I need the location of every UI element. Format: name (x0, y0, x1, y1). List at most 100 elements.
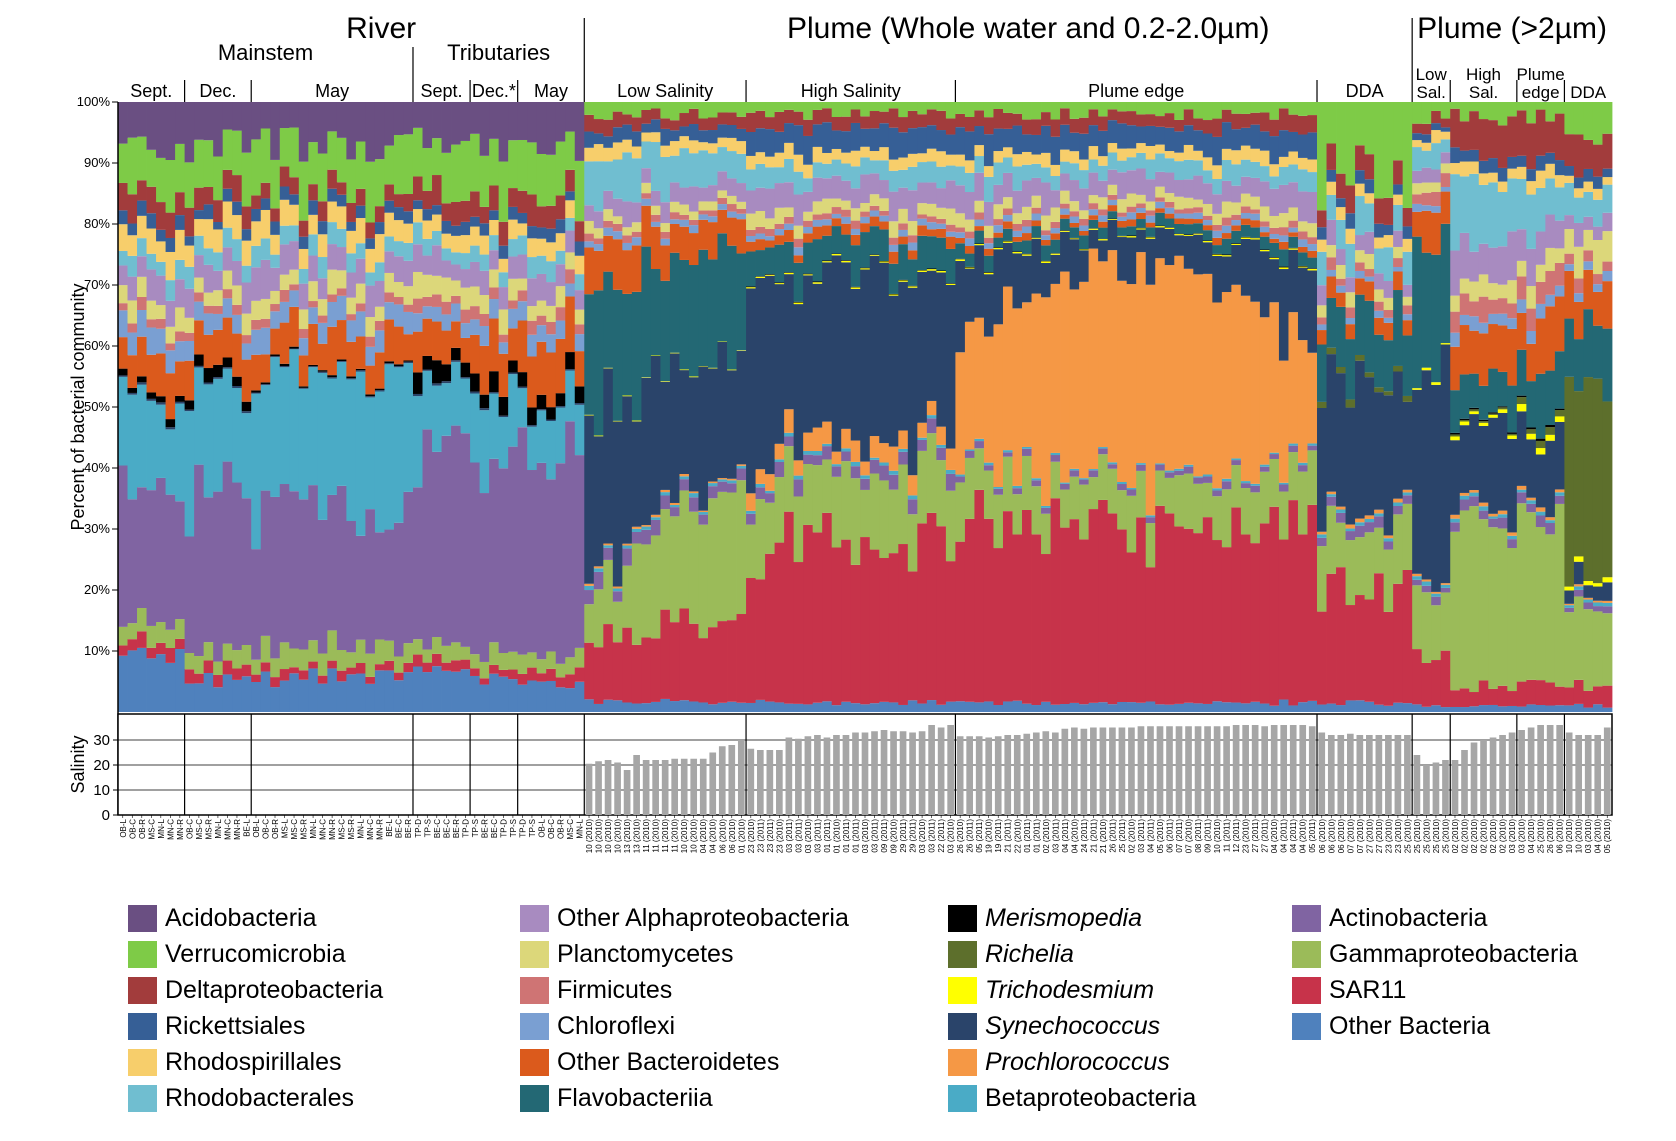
bar-seg-deltaproteobacteria (184, 207, 195, 237)
bar-seg-other-alphaproteobacteria (736, 183, 747, 202)
bar-seg-planctomycetes (774, 207, 785, 224)
bar-seg-other-bacteria (184, 683, 195, 712)
bar-seg-betaproteobacteria (1098, 447, 1109, 449)
bar-seg-gammaproteobacteria (1478, 519, 1489, 681)
bar-seg-verrucomicrobia (955, 102, 966, 114)
bar-seg-verrucomicrobia (1022, 102, 1032, 120)
bar-seg-other-alphaproteobacteria (717, 171, 728, 191)
bar-seg-other-bacteroidetes (964, 245, 975, 254)
bar-seg-synechococcus (1031, 238, 1042, 294)
sample-label: OB-C (185, 819, 194, 839)
bar-seg-chloroflexi (1450, 332, 1461, 347)
bar-seg-verrucomicrobia (527, 142, 538, 195)
bar-seg-other-bacteroidetes (945, 236, 956, 249)
bar-seg-other-bacteria (1231, 702, 1242, 712)
bar-seg-verrucomicrobia (137, 136, 147, 181)
bar-seg-deltaproteobacteria (774, 111, 785, 132)
bar-seg-prochlorococcus (983, 336, 994, 463)
bar-seg-chloroflexi (508, 308, 519, 329)
bar-seg-synechococcus (536, 409, 547, 411)
bar-seg-verrucomicrobia (755, 102, 766, 111)
bar-seg-flavobacteriia (1326, 297, 1337, 348)
bar-seg-sar11 (1431, 660, 1442, 706)
bar-seg-betaproteobacteria (1117, 481, 1128, 484)
bar-seg-planctomycetes (298, 309, 309, 330)
bar-seg-rhodospirillales (346, 230, 357, 254)
bar-seg-actinobacteria (793, 479, 804, 497)
bar-seg-other-bacteria (964, 701, 975, 712)
bar-seg-betaproteobacteria (1231, 458, 1242, 461)
bar-seg-rhodobacterales (1145, 159, 1156, 180)
bar-seg-firmicutes (412, 298, 423, 314)
bar-seg-other-bacteroidetes (660, 245, 671, 281)
bar-seg-rickettsiales (1393, 184, 1404, 195)
bar-seg-planctomycetes (1412, 183, 1423, 195)
bar-seg-planctomycetes (308, 281, 319, 302)
bar-seg-prochlorococcus (660, 489, 671, 493)
bar-seg-prochlorococcus (650, 514, 661, 518)
bar-seg-flavobacteriia (1317, 344, 1327, 402)
header-large-dda: DDA (1570, 83, 1607, 102)
bar-seg-verrucomicrobia (1412, 102, 1423, 124)
sample-label: 06 (2010) (718, 819, 727, 854)
bar-seg-synechococcus (1583, 585, 1594, 598)
bar-seg-synechococcus (1573, 561, 1584, 585)
bar-seg-betaproteobacteria (907, 495, 918, 500)
bar-seg-rhodospirillales (222, 201, 233, 228)
bar-seg-deltaproteobacteria (1440, 118, 1451, 128)
bar-seg-gammaproteobacteria (384, 640, 395, 661)
sample-label: 27 (2010) (1365, 819, 1374, 854)
bar-seg-rhodobacterales (403, 242, 414, 261)
sample-label: 26 (2010) (956, 819, 965, 854)
bar-seg-merismopedia (926, 268, 937, 270)
bar-seg-actinobacteria (784, 436, 795, 447)
bar-seg-other-bacteroidetes (327, 326, 338, 376)
bar-seg-synechococcus (679, 370, 690, 474)
bar-seg-rickettsiales (584, 131, 595, 148)
bar-seg-acidobacteria (203, 102, 214, 141)
bar-seg-other-bacteria (241, 676, 252, 712)
bar-seg-chloroflexi (1459, 314, 1470, 326)
bar-seg-planctomycetes (1117, 199, 1128, 213)
bar-seg-firmicutes (1060, 203, 1070, 209)
bar-seg-deltaproteobacteria (1193, 118, 1204, 131)
bar-seg-synechococcus (118, 375, 128, 377)
bar-seg-prochlorococcus (1421, 579, 1432, 582)
bar-seg-actinobacteria (546, 479, 557, 652)
bar-seg-sar11 (784, 511, 795, 704)
bar-seg-other-alphaproteobacteria (755, 187, 766, 211)
bar-seg-planctomycetes (841, 200, 852, 210)
bar-seg-firmicutes (1041, 230, 1051, 236)
bar-seg-merismopedia (803, 273, 814, 275)
bar-seg-acidobacteria (451, 102, 461, 145)
bar-seg-flavobacteriia (1183, 224, 1194, 235)
bar-seg-planctomycetes (156, 305, 166, 319)
bar-seg-prochlorococcus (1041, 297, 1051, 506)
bar-seg-other-bacteroidetes (641, 205, 652, 247)
bar-seg-actinobacteria (1355, 525, 1365, 538)
bar-seg-prochlorococcus (1278, 360, 1289, 483)
bar-seg-planctomycetes (1174, 196, 1185, 210)
salinity-bar (1232, 725, 1240, 815)
bar-seg-gammaproteobacteria (888, 489, 899, 554)
bar-seg-rhodobacterales (1317, 251, 1327, 286)
bar-seg-chloroflexi (1221, 225, 1232, 234)
bar-seg-sar11 (1573, 679, 1584, 704)
bar-seg-acidobacteria (308, 102, 319, 143)
bar-seg-firmicutes (146, 319, 157, 328)
bar-seg-gammaproteobacteria (774, 477, 785, 543)
bar-seg-actinobacteria (879, 465, 890, 481)
bar-seg-chloroflexi (974, 219, 985, 227)
bar-seg-firmicutes (1317, 317, 1327, 325)
bar-seg-sar11 (1450, 690, 1461, 707)
header-sub-sept: Sept. (421, 81, 463, 101)
bar-seg-prochlorococcus (1602, 600, 1613, 603)
bar-seg-prochlorococcus (888, 446, 899, 471)
bar-seg-other-alphaproteobacteria (327, 244, 338, 270)
salinity-bar (1461, 750, 1468, 815)
sample-label: MS-C (290, 819, 299, 840)
bar-seg-sar11 (622, 627, 633, 703)
bar-seg-rickettsiales (1107, 120, 1118, 144)
bar-seg-rhodospirillales (812, 146, 823, 163)
salinity-bar (994, 736, 1002, 815)
